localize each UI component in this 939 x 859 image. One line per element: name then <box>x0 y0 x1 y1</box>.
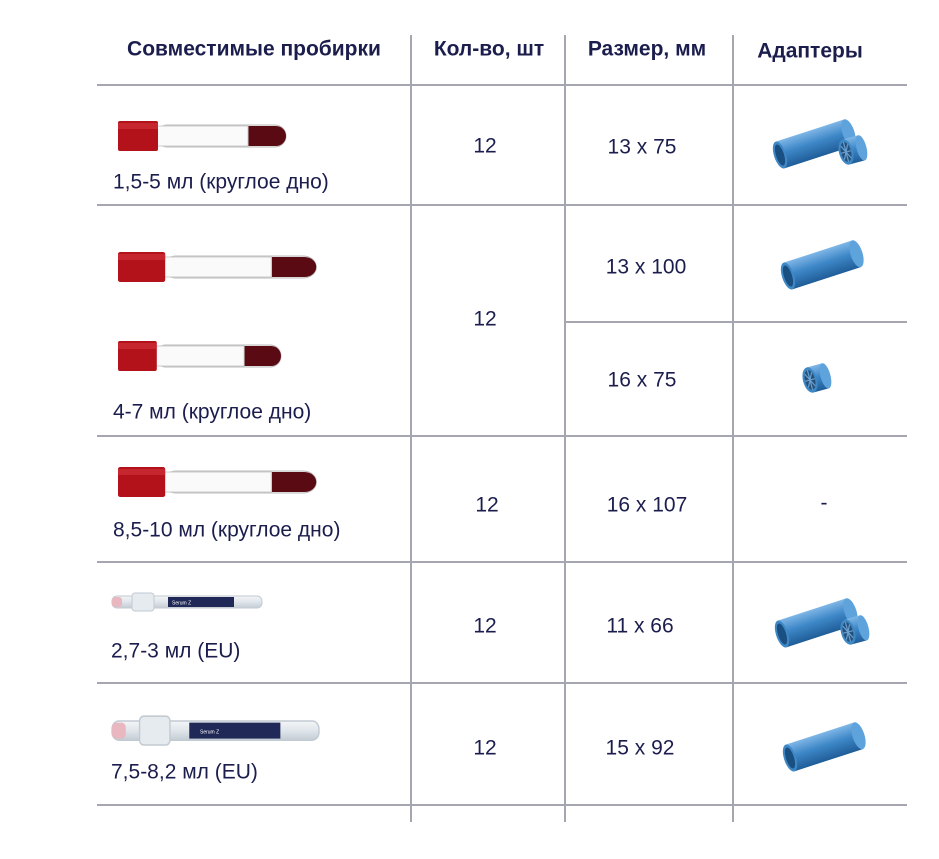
adapter-image <box>799 361 835 395</box>
tube-image <box>117 340 282 372</box>
header-cell: Размер, мм <box>588 38 706 61</box>
qty: 12 <box>473 615 496 638</box>
tube-print: Serum Z <box>200 729 219 735</box>
size: 13 x 100 <box>606 256 687 279</box>
tube-label: 7,5-8,2 мл (EU) <box>111 761 258 784</box>
size: 15 x 92 <box>606 737 675 760</box>
adapter-none: - <box>821 492 828 515</box>
qty: 12 <box>473 737 496 760</box>
size: 16 x 75 <box>608 369 677 392</box>
qty: 12 <box>473 135 496 158</box>
tube-label: 8,5-10 мл (круглое дно) <box>113 519 340 542</box>
adapter-image <box>779 720 869 774</box>
size: 13 x 75 <box>608 136 677 159</box>
header-cell: Адаптеры <box>757 40 863 63</box>
size: 11 x 66 <box>606 615 673 638</box>
tube-label: 4-7 мл (круглое дно) <box>113 401 311 424</box>
tube-label: 1,5-5 мл (круглое дно) <box>113 171 329 194</box>
size: 16 x 107 <box>607 494 688 517</box>
header-cell: Кол-во, шт <box>434 38 544 61</box>
tube-image <box>117 466 317 498</box>
tube-print: Serum Z <box>172 600 191 606</box>
qty: 12 <box>473 308 496 331</box>
tube-image <box>117 120 287 152</box>
grid <box>97 35 907 822</box>
header-cell: Совместимые пробирки <box>127 38 381 61</box>
tube-image <box>117 251 317 283</box>
qty: 12 <box>475 494 498 517</box>
tube-label: 2,7-3 мл (EU) <box>111 640 240 663</box>
adapter-image <box>777 238 867 292</box>
